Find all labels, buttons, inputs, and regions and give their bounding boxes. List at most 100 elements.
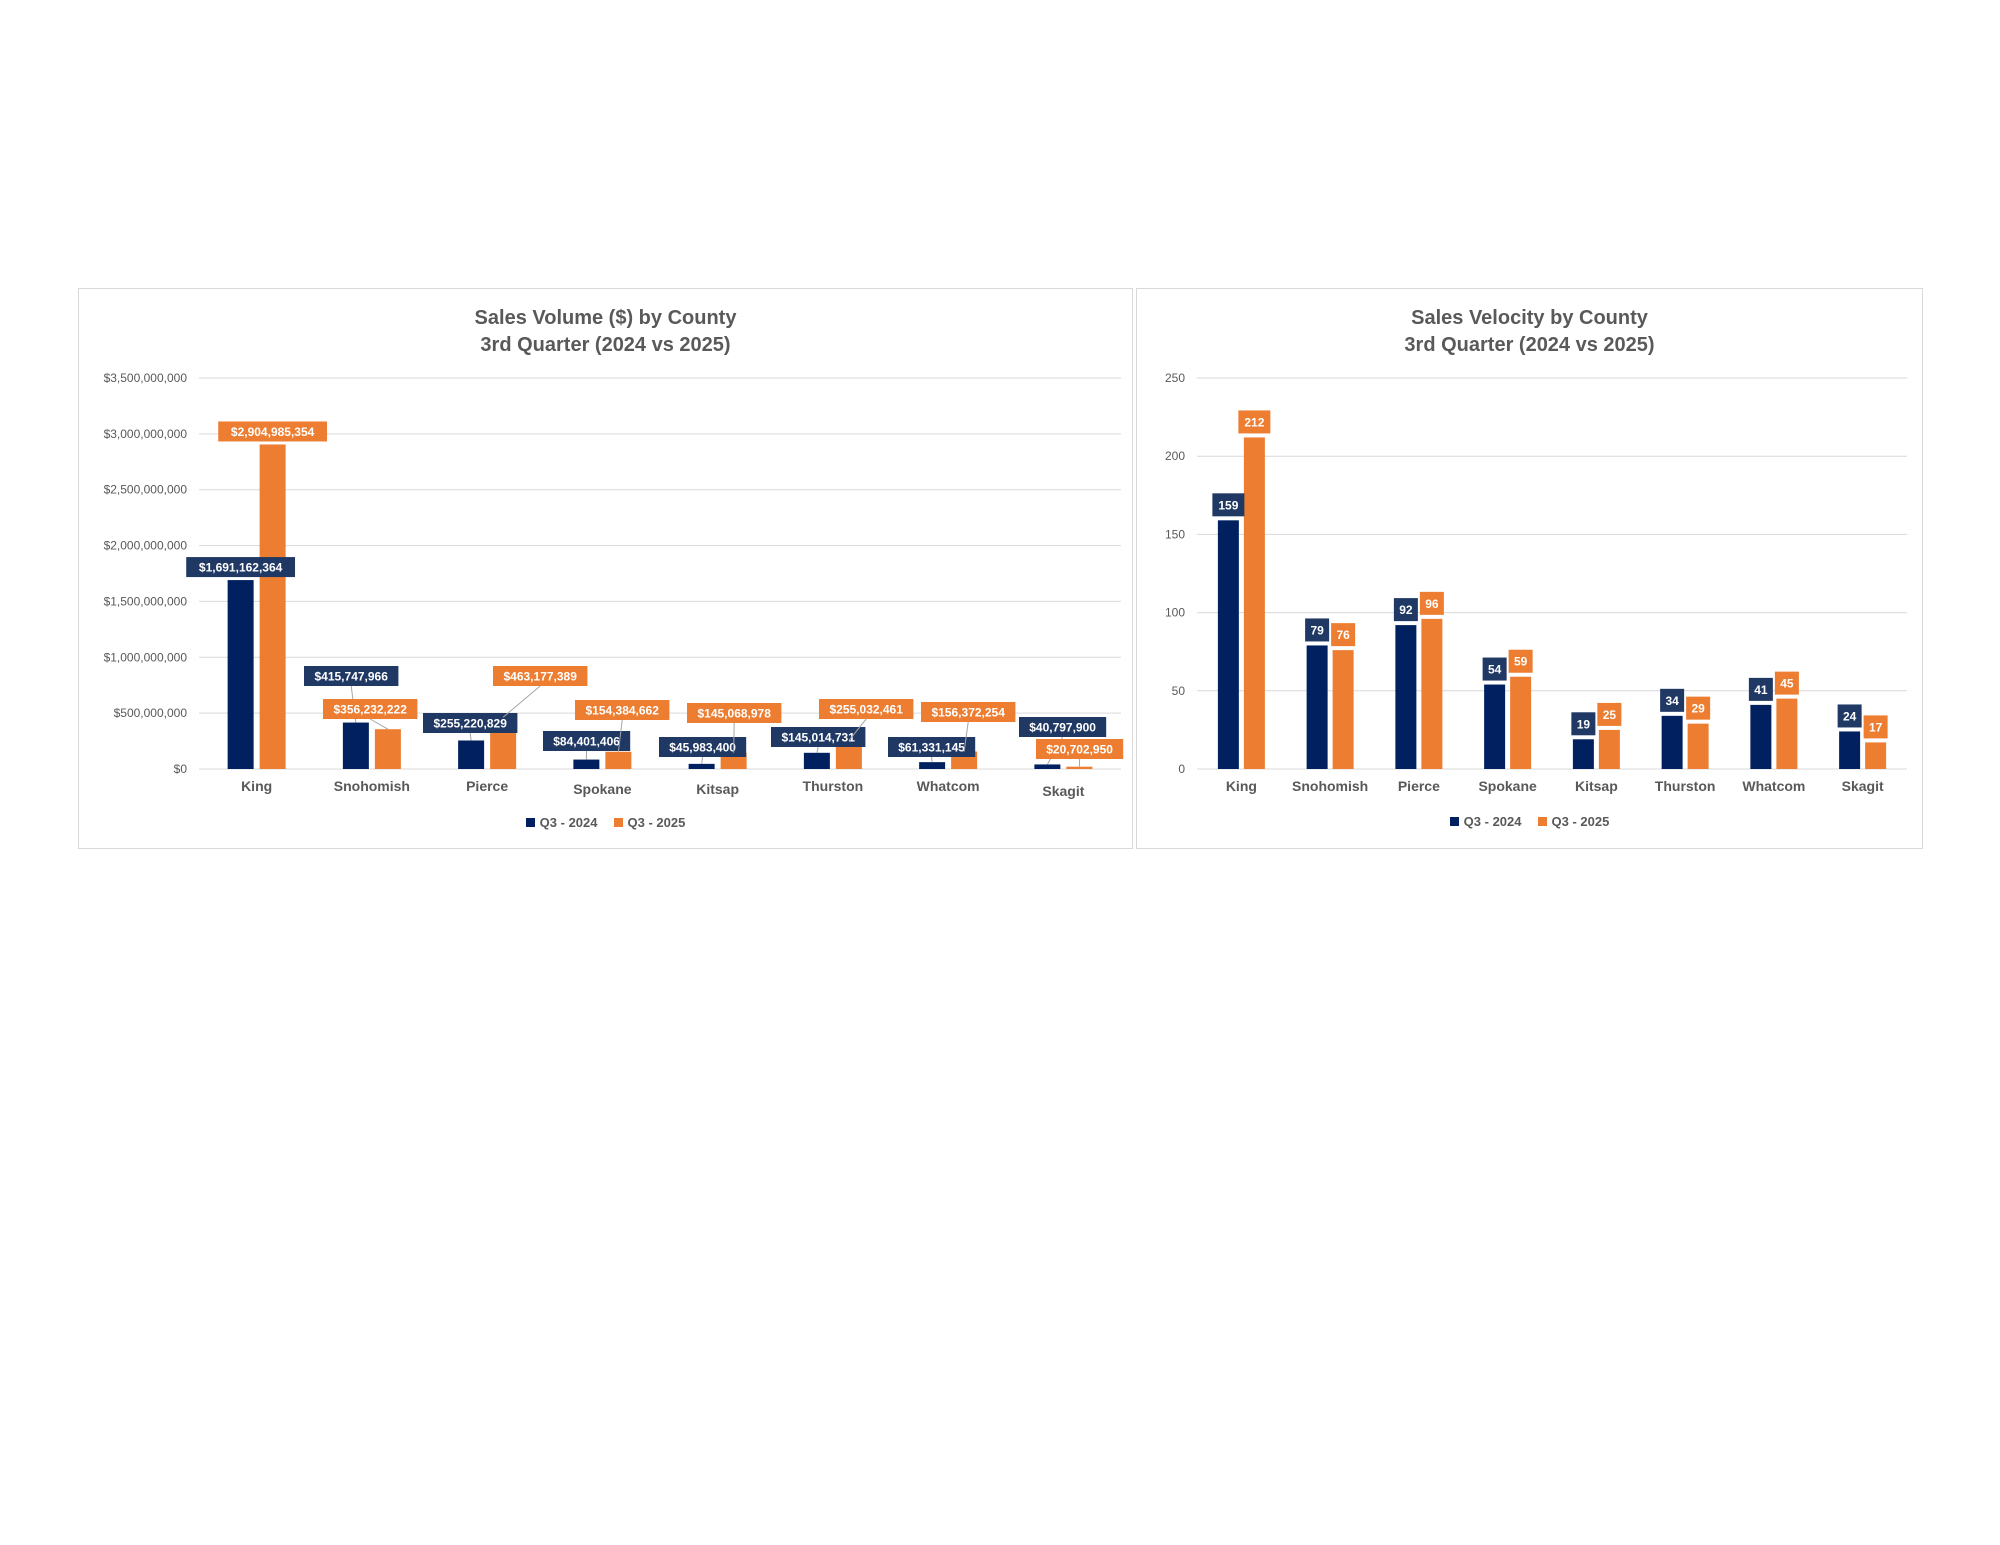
data-label: 159 [1218,498,1238,512]
data-label: 96 [1425,597,1439,611]
chart-subtitle: 3rd Quarter (2024 vs 2025) [480,334,731,356]
data-label: 212 [1244,415,1264,429]
data-label-box-2025 [819,699,914,719]
bar-q3-2024 [1217,520,1239,769]
data-label: 25 [1603,708,1617,722]
y-tick-label: 200 [1165,449,1185,463]
bar-q3-2024 [458,740,485,769]
sales-velocity-chart: Sales Velocity by County 3rd Quarter (20… [1136,288,1923,849]
y-tick-label: $2,500,000,000 [104,483,188,497]
bar-q3-2024 [227,580,254,769]
data-label: 34 [1665,694,1679,708]
leader-line [502,685,541,718]
data-label-box-2025 [218,421,328,442]
y-tick-label: 50 [1172,684,1186,698]
data-label-box-2025 [1331,623,1356,647]
bar-q3-2024 [919,762,946,769]
leader-line [469,732,472,741]
x-category-label: Pierce [1398,778,1440,794]
legend-item-2025: Q3 - 2025 [1537,814,1609,829]
bar-q3-2024 [803,752,830,769]
bar-q3-2025 [1421,618,1443,769]
chart-title: Sales Volume ($) by County 3rd Quarter (… [79,305,1132,359]
y-tick-label: $1,500,000,000 [104,594,188,608]
x-category-label: King [1226,778,1257,794]
leader-line [816,746,819,753]
legend-label-2024: Q3 - 2024 [1463,814,1522,829]
bar-q3-2025 [1066,766,1093,769]
chart-subtitle: 3rd Quarter (2024 vs 2025) [1404,334,1655,356]
data-label: $255,032,461 [829,703,903,717]
leader-line [963,721,969,752]
bar-q3-2024 [1572,739,1594,769]
x-category-label: Kitsap [1575,778,1618,794]
x-category-label: King [241,778,272,794]
leader-line [733,722,735,753]
sales-velocity-plot: 0 50 100 150 200 250 King Snohomish Pierce Spokan… [1165,371,1907,794]
data-label-box-2024 [1482,657,1507,681]
data-label: $415,747,966 [314,670,388,684]
data-label: 45 [1780,677,1794,691]
data-label-box-2025 [1863,715,1888,739]
data-label-box-2024 [1393,598,1418,622]
data-label-box-2024 [186,557,296,578]
data-label-box-2024 [1019,717,1107,737]
data-label-box-2025 [921,702,1016,722]
data-label: 41 [1754,683,1768,697]
data-label: $20,702,950 [1046,743,1113,757]
y-tick-label: 150 [1165,527,1185,541]
data-label: 17 [1869,720,1883,734]
bar-q3-2024 [1034,764,1061,769]
data-label-box-2024 [771,727,866,747]
data-label-box-2025 [1686,696,1711,720]
bar-q3-2025 [1598,729,1620,769]
bar-q3-2024 [1484,684,1506,769]
chart-title: Sales Velocity by County 3rd Quarter (20… [1137,305,1922,359]
x-category-label: Spokane [573,781,632,797]
y-tick-label: 0 [1178,762,1185,776]
legend-swatch-2025 [613,818,623,827]
data-label-box-2024 [659,737,747,757]
y-tick-label: $500,000,000 [114,706,188,720]
bar-q3-2024 [688,763,715,769]
chart-title-line1: Sales Volume ($) by County [474,307,737,329]
data-label-box-2024 [1660,688,1685,712]
bar-q3-2024 [1750,704,1772,769]
data-label: 54 [1488,663,1502,677]
leader-line [617,719,623,752]
data-label: $84,401,406 [553,735,620,749]
legend-swatch-2024 [525,818,535,827]
data-label: $156,372,254 [931,706,1005,720]
y-tick-label: $3,000,000,000 [104,427,188,441]
legend-swatch-2025 [1537,817,1547,826]
data-label-box-2024 [543,731,631,751]
data-label: $255,220,829 [433,717,507,731]
data-label-box-2024 [1305,618,1330,642]
data-label-box-2025 [323,699,418,719]
data-label: $356,232,222 [333,703,407,717]
x-category-label: Snohomish [334,778,410,794]
legend-swatch-2024 [1449,817,1459,826]
data-label-box-2025 [1036,739,1124,759]
data-label: 92 [1399,603,1413,617]
data-label: $1,691,162,364 [199,561,283,575]
sales-volume-plot: $0 $500,000,000 $1,000,000,000 $1,500,000,0… [104,371,1124,799]
data-label-box-2025 [1238,410,1271,434]
data-label-box-2025 [1508,649,1533,673]
sales-volume-chart: Sales Volume ($) by County 3rd Quarter (… [78,288,1133,849]
bar-q3-2025 [1865,742,1887,769]
data-label: $61,331,145 [898,741,965,755]
bar-q3-2024 [1661,715,1683,769]
y-tick-label: $0 [174,762,188,776]
x-category-label: Thurston [1655,778,1716,794]
bar-q3-2025 [1243,437,1265,769]
x-category-label: Skagit [1842,778,1884,794]
data-label-box-2025 [1774,671,1799,695]
bar-q3-2025 [374,729,401,769]
bar-q3-2025 [605,751,632,769]
data-label-box-2024 [423,713,518,733]
x-category-label: Whatcom [1742,778,1805,794]
data-label-box-2024 [1837,704,1862,728]
data-label-box-2024 [1571,712,1596,736]
chart-legend: Q3 - 2024 Q3 - 2025 [1137,814,1922,829]
